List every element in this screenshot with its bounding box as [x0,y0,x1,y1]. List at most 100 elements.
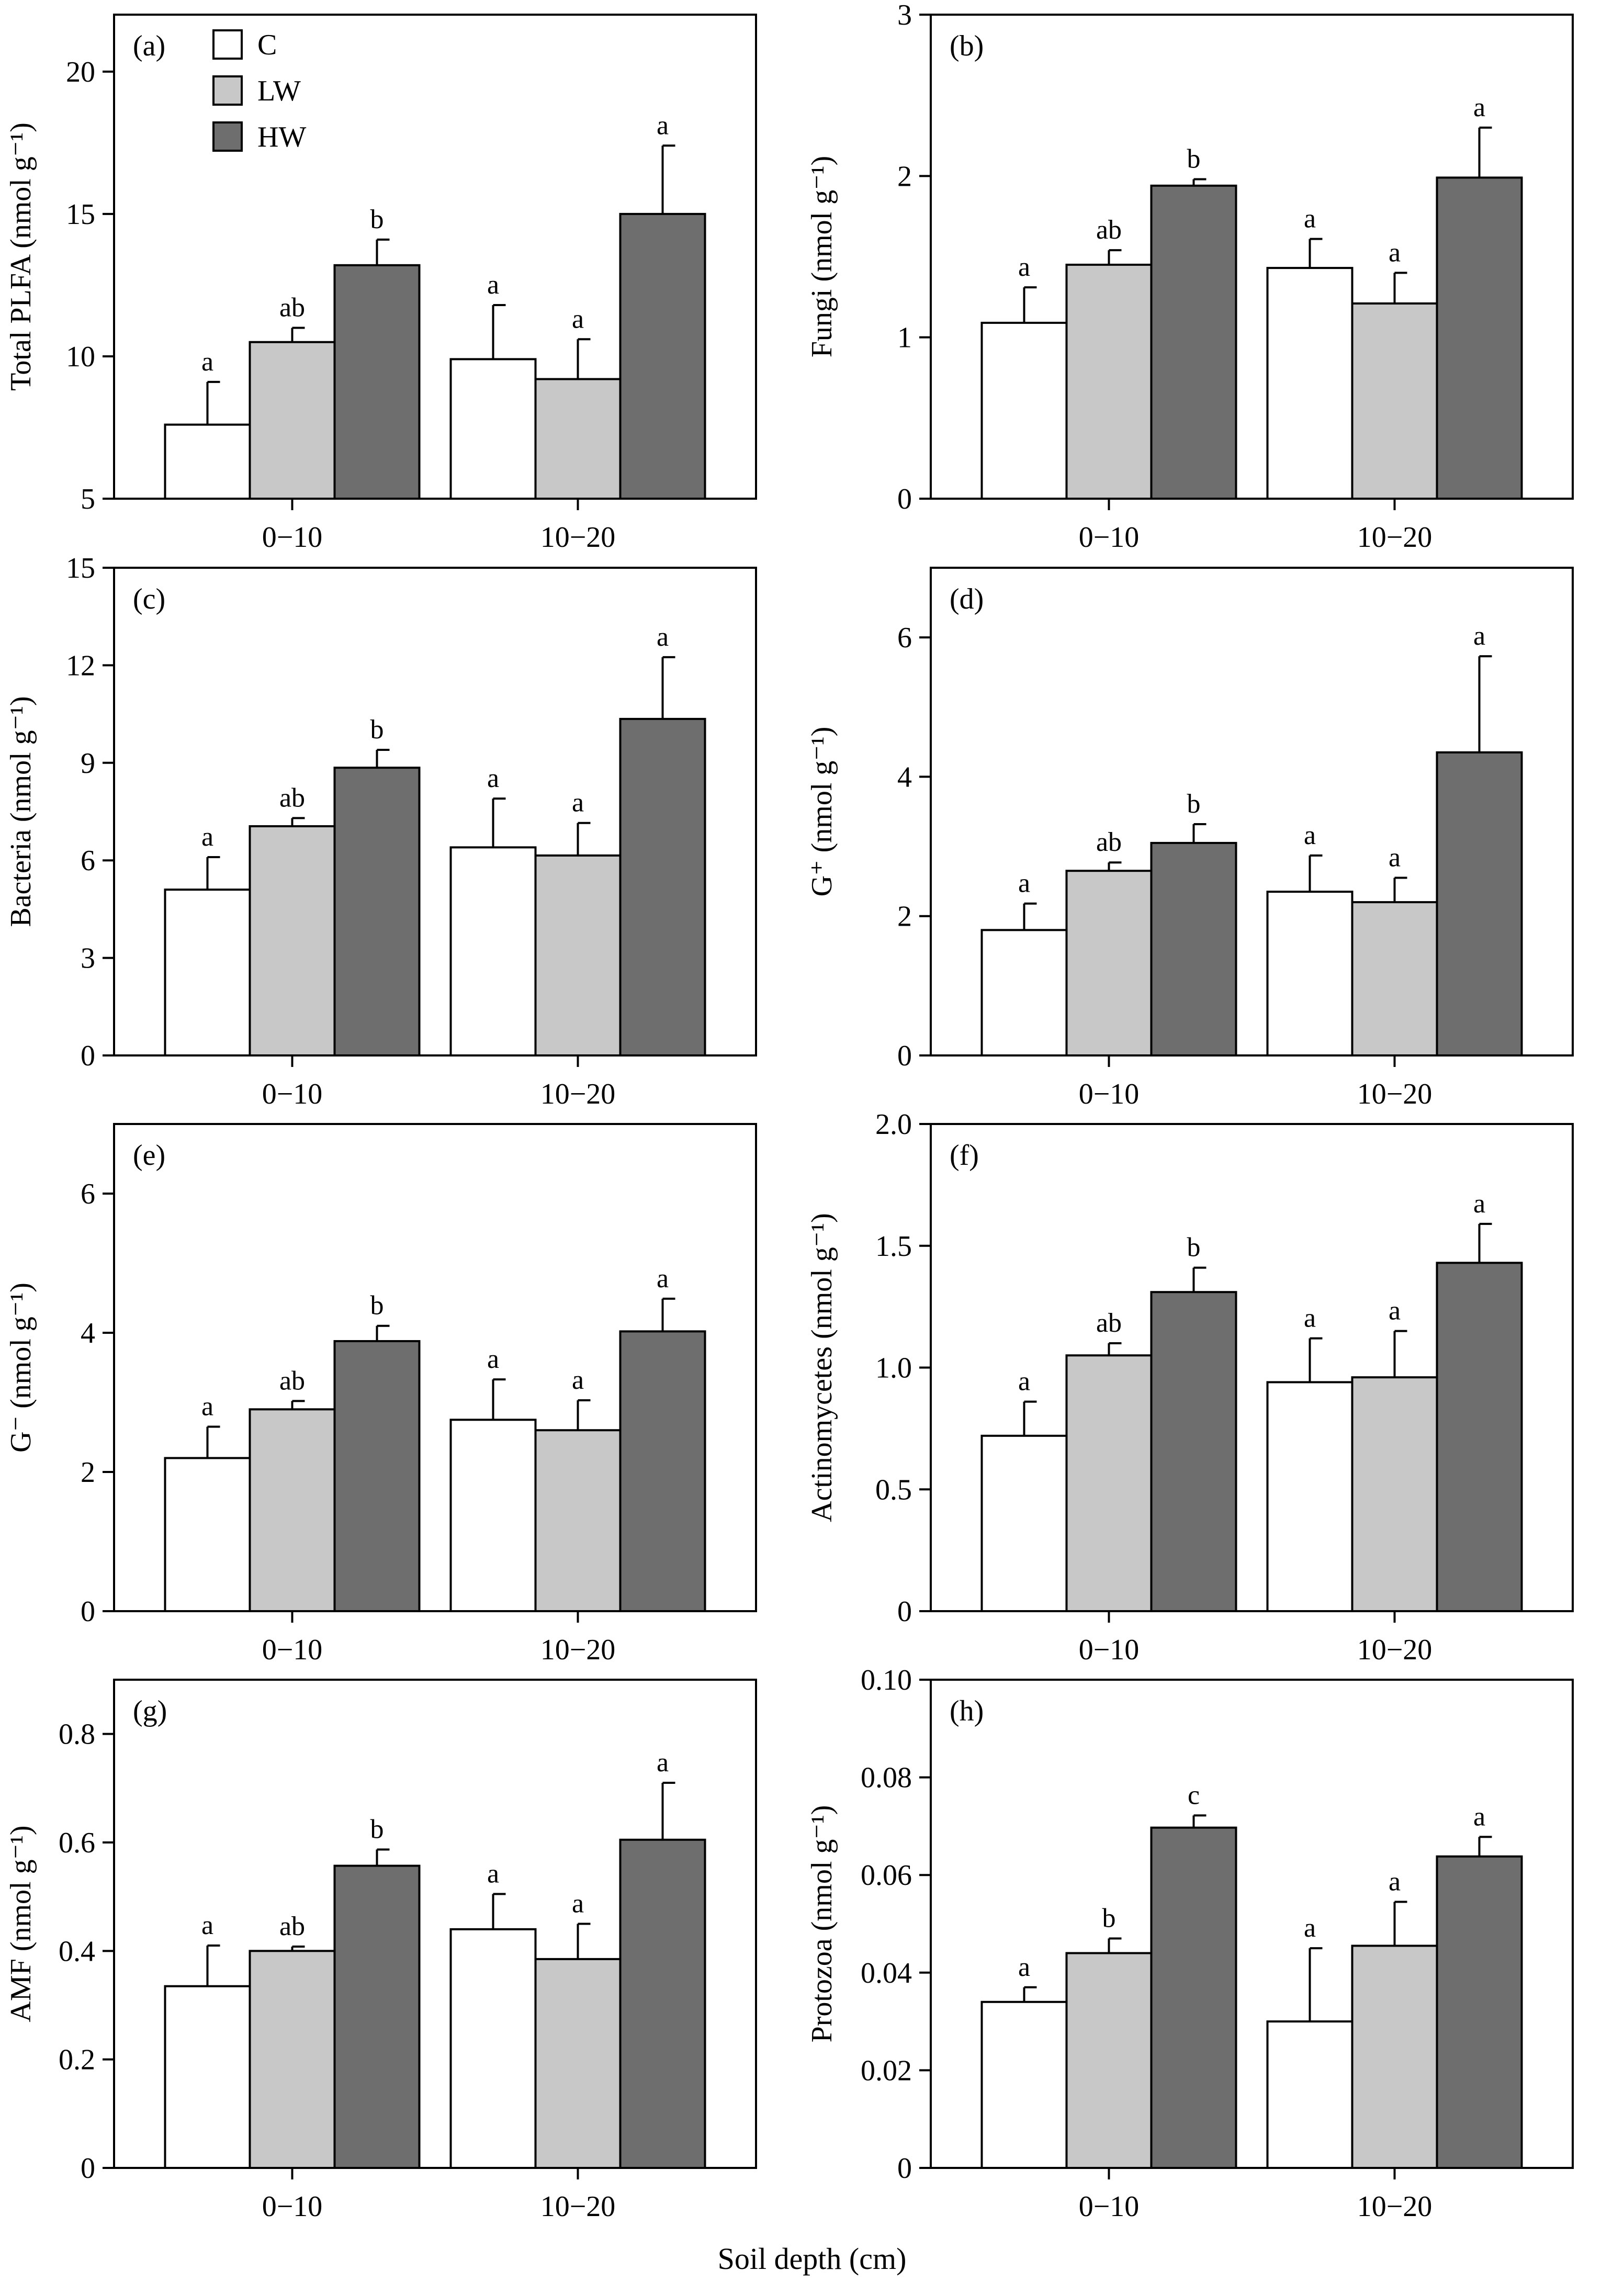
bar-b-HW-1 [1150,184,1237,500]
x-tick-label-h-2: 10−20 [1357,2190,1433,2223]
bar-f-LW-1 [1065,1354,1153,1613]
bar-g-LW-1 [249,1950,336,2169]
bar-f-HW-2 [1436,1262,1523,1612]
y-tick-label-a-2: 15 [66,198,95,231]
y-axis-title-d: G⁺ (nmol g⁻¹) [806,727,838,897]
y-tick-label-g-2: 0.4 [59,1935,95,1968]
significance-letter-a-HW-1: b [370,205,384,234]
bar-f-C-2 [1266,1381,1354,1612]
bar-a-HW-1 [333,264,421,500]
x-tick-label-h-1: 0−10 [1079,2190,1140,2223]
bar-c-C-1 [164,889,251,1056]
x-axis-title: Soil depth (cm) [718,2242,907,2276]
x-tick-label-c-1: 0−10 [262,1078,323,1110]
significance-letter-g-LW-2: a [572,1889,584,1919]
panel-label-d: (d) [950,583,984,615]
significance-letter-e-HW-2: a [657,1264,669,1294]
bar-e-LW-1 [249,1408,336,1613]
significance-letter-h-C-2: a [1304,1913,1316,1943]
y-tick-label-c-0: 0 [81,1040,95,1072]
y-tick-label-g-4: 0.8 [59,1718,95,1751]
plot-frame-g [113,1679,757,2169]
bar-f-LW-2 [1351,1376,1438,1613]
bar-d-HW-1 [1150,841,1237,1057]
plot-frame-a [113,14,757,500]
significance-letter-d-C-1: a [1018,869,1030,898]
y-tick-label-d-3: 6 [897,622,912,654]
bar-a-C-1 [164,423,251,500]
significance-letter-f-HW-2: a [1473,1189,1485,1219]
bar-e-C-1 [164,1457,251,1612]
significance-letter-d-HW-2: a [1473,621,1485,651]
chart-panel-a: a ab b 0−10 a a a 10−20 5 10 15 20 (a) Total PLFA (nm… [5,14,757,554]
legend-swatch-hw [212,121,243,152]
significance-letter-f-C-1: a [1018,1367,1030,1397]
bar-a-HW-2 [619,212,706,500]
bar-h-HW-2 [1436,1855,1523,2169]
bar-b-C-1 [980,321,1068,500]
chart-panel-d: a ab b 0−10 a a a 10−20 0 2 4 6 (d) G⁺ (nmol g⁻¹) [806,567,1574,1110]
y-tick-label-g-1: 0.2 [59,2044,95,2076]
y-tick-label-e-0: 0 [81,1595,95,1628]
x-tick-label-b-1: 0−10 [1079,521,1140,554]
bar-g-HW-1 [333,1864,421,2169]
legend-swatch-c [212,29,243,60]
chart-panel-c: a ab b 0−10 a a a 10−20 0 3 6 9 12 15 (c) Bacteria (nmo… [5,552,757,1110]
y-tick-label-d-0: 0 [897,1040,912,1072]
bar-e-LW-2 [534,1429,622,1612]
significance-letter-e-C-2: a [487,1344,499,1374]
y-tick-label-a-3: 20 [66,56,95,88]
x-tick-label-f-1: 0−10 [1079,1634,1140,1666]
plot-frame-e [113,1123,757,1612]
y-axis-title-h: Protozoa (nmol g⁻¹) [806,1805,838,2043]
bar-e-C-2 [449,1419,537,1612]
y-axis-title-f: Actinomycetes (nmol g⁻¹) [806,1213,838,1522]
x-tick-label-a-1: 0−10 [262,521,323,554]
significance-letter-a-C-1: a [201,347,213,377]
bar-g-LW-2 [534,1958,622,2169]
y-tick-label-h-0: 0 [897,2152,912,2185]
bar-d-HW-2 [1436,751,1523,1057]
panel-label-e: (e) [133,1139,165,1172]
y-tick-label-b-1: 1 [897,322,912,354]
bar-d-LW-1 [1065,870,1153,1056]
significance-letter-b-HW-1: b [1187,144,1200,174]
significance-letter-b-LW-2: a [1389,238,1401,267]
y-tick-label-g-0: 0 [81,2152,95,2185]
y-tick-label-d-2: 4 [897,761,912,793]
y-tick-label-c-1: 3 [81,942,95,975]
y-tick-label-f-1: 0.5 [875,1474,912,1506]
significance-letter-c-C-1: a [201,822,213,852]
x-tick-label-d-1: 0−10 [1079,1078,1140,1110]
panel-label-c: (c) [133,583,165,615]
bar-b-LW-2 [1351,302,1438,500]
y-tick-label-c-2: 6 [81,845,95,877]
plot-frame-f [930,1123,1574,1612]
x-tick-label-d-2: 10−20 [1357,1078,1433,1110]
significance-letter-h-HW-2: a [1473,1802,1485,1831]
significance-letter-f-LW-2: a [1389,1296,1401,1326]
y-tick-label-a-1: 10 [66,341,95,373]
bar-c-HW-1 [333,767,421,1056]
significance-letter-c-LW-1: ab [279,783,305,813]
bar-h-C-1 [980,2000,1068,2169]
significance-letter-a-LW-1: ab [279,293,305,323]
significance-letter-d-LW-2: a [1389,842,1401,872]
bar-c-C-2 [449,846,537,1056]
y-tick-label-b-2: 2 [897,160,912,193]
bar-a-LW-2 [534,378,622,500]
bar-c-LW-1 [249,825,336,1056]
significance-letter-a-C-2: a [487,270,499,300]
bar-b-LW-1 [1065,263,1153,500]
x-tick-label-g-1: 0−10 [262,2190,323,2223]
x-tick-label-b-2: 10−20 [1357,521,1433,554]
significance-letter-h-LW-2: a [1389,1867,1401,1897]
bar-h-LW-2 [1351,1944,1438,2169]
significance-letter-f-HW-1: b [1187,1233,1200,1263]
y-axis-title-a: Total PLFA (nmol g⁻¹) [5,122,37,391]
bar-h-C-2 [1266,2020,1354,2169]
significance-letter-f-C-2: a [1304,1303,1316,1333]
significance-letter-e-LW-2: a [572,1365,584,1395]
